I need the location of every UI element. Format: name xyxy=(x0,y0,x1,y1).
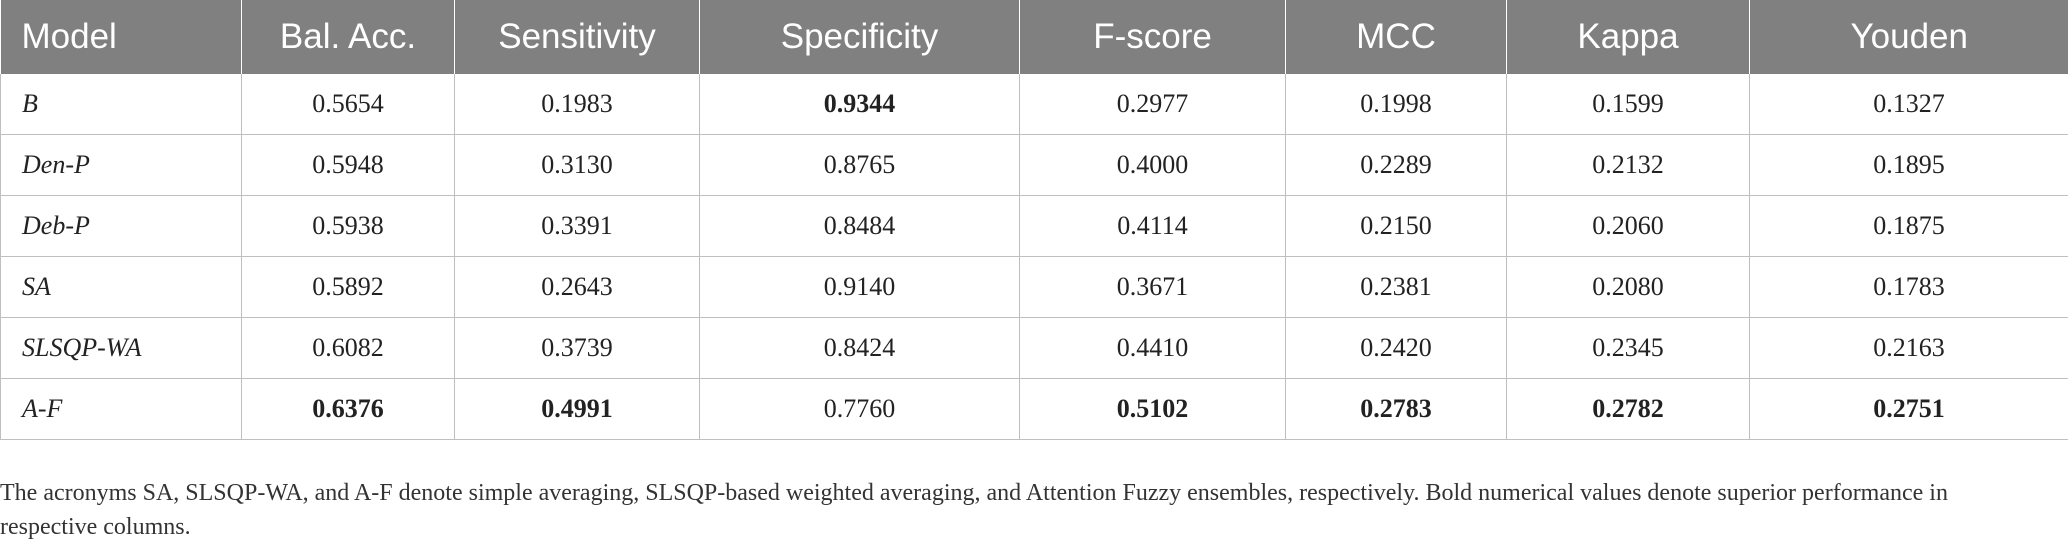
results-table-container: Model Bal. Acc. Sensitivity Specificity … xyxy=(0,0,2068,440)
table-footnote: The acronyms SA, SLSQP-WA, and A-F denot… xyxy=(0,476,2040,544)
header-kappa: Kappa xyxy=(1507,0,1750,74)
metric-value-cell: 0.1998 xyxy=(1286,74,1507,135)
model-name-cell: B xyxy=(1,74,242,135)
metric-value-cell: 0.5654 xyxy=(242,74,455,135)
metric-value-cell: 0.4114 xyxy=(1020,196,1286,257)
metric-value-cell: 0.6376 xyxy=(242,379,455,440)
metric-value-cell: 0.2060 xyxy=(1507,196,1750,257)
metric-value-cell: 0.3739 xyxy=(455,318,700,379)
metric-value-cell: 0.4991 xyxy=(455,379,700,440)
model-name-cell: SA xyxy=(1,257,242,318)
metric-value-cell: 0.1783 xyxy=(1750,257,2068,318)
metric-value-cell: 0.1599 xyxy=(1507,74,1750,135)
metric-value-cell: 0.3671 xyxy=(1020,257,1286,318)
metric-value-cell: 0.5948 xyxy=(242,135,455,196)
metric-value-cell: 0.2420 xyxy=(1286,318,1507,379)
metric-value-cell: 0.1895 xyxy=(1750,135,2068,196)
header-mcc: MCC xyxy=(1286,0,1507,74)
metric-value-cell: 0.3130 xyxy=(455,135,700,196)
metric-value-cell: 0.2132 xyxy=(1507,135,1750,196)
table-header: Model Bal. Acc. Sensitivity Specificity … xyxy=(1,0,2068,74)
metric-value-cell: 0.8424 xyxy=(700,318,1020,379)
metric-value-cell: 0.9140 xyxy=(700,257,1020,318)
metric-value-cell: 0.2345 xyxy=(1507,318,1750,379)
metric-value-cell: 0.5892 xyxy=(242,257,455,318)
header-youden: Youden xyxy=(1750,0,2068,74)
metric-value-cell: 0.1327 xyxy=(1750,74,2068,135)
metric-value-cell: 0.4410 xyxy=(1020,318,1286,379)
metric-value-cell: 0.9344 xyxy=(700,74,1020,135)
metric-value-cell: 0.1875 xyxy=(1750,196,2068,257)
metric-value-cell: 0.3391 xyxy=(455,196,700,257)
metric-value-cell: 0.2150 xyxy=(1286,196,1507,257)
metric-value-cell: 0.2751 xyxy=(1750,379,2068,440)
metric-value-cell: 0.2977 xyxy=(1020,74,1286,135)
header-specificity: Specificity xyxy=(700,0,1020,74)
metric-value-cell: 0.8765 xyxy=(700,135,1020,196)
metric-value-cell: 0.5938 xyxy=(242,196,455,257)
metric-value-cell: 0.2289 xyxy=(1286,135,1507,196)
metric-value-cell: 0.2783 xyxy=(1286,379,1507,440)
model-name-cell: Deb-P xyxy=(1,196,242,257)
metric-value-cell: 0.2163 xyxy=(1750,318,2068,379)
metric-value-cell: 0.2080 xyxy=(1507,257,1750,318)
metric-value-cell: 0.2381 xyxy=(1286,257,1507,318)
metric-value-cell: 0.7760 xyxy=(700,379,1020,440)
model-name-cell: A-F xyxy=(1,379,242,440)
metric-value-cell: 0.6082 xyxy=(242,318,455,379)
header-f-score: F-score xyxy=(1020,0,1286,74)
header-row: Model Bal. Acc. Sensitivity Specificity … xyxy=(1,0,2068,74)
metric-value-cell: 0.2782 xyxy=(1507,379,1750,440)
header-sensitivity: Sensitivity xyxy=(455,0,700,74)
metric-value-cell: 0.5102 xyxy=(1020,379,1286,440)
model-name-cell: Den-P xyxy=(1,135,242,196)
metric-value-cell: 0.4000 xyxy=(1020,135,1286,196)
header-bal-acc: Bal. Acc. xyxy=(242,0,455,74)
results-table: Model Bal. Acc. Sensitivity Specificity … xyxy=(0,0,2068,440)
metric-value-cell: 0.2643 xyxy=(455,257,700,318)
header-model: Model xyxy=(1,0,242,74)
model-name-cell: SLSQP-WA xyxy=(1,318,242,379)
metric-value-cell: 0.1983 xyxy=(455,74,700,135)
metric-value-cell: 0.8484 xyxy=(700,196,1020,257)
